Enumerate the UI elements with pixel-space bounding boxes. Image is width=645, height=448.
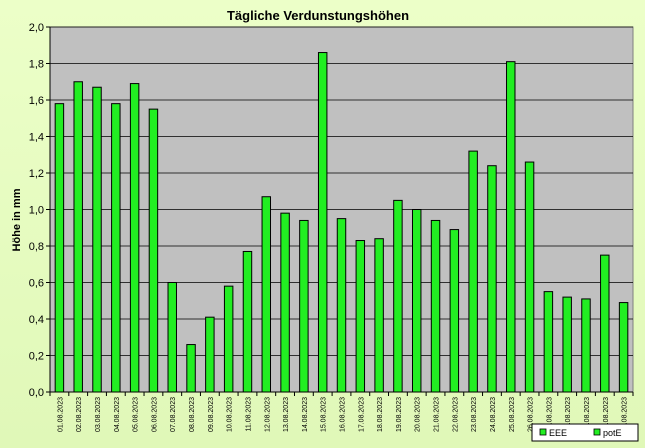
legend: EEE potE: [531, 423, 639, 442]
bar: [487, 165, 497, 393]
gridlines: [46, 26, 633, 393]
x-tick-label: 20.08.2023: [415, 397, 422, 432]
y-tick-labels: 0,0 0,2 0,4 0,6 0,8 1,0 1,2 1,4 1,6 1,8 2,0: [29, 22, 44, 399]
bar: [280, 212, 290, 393]
y-tick-label: 0,2: [29, 351, 44, 363]
x-tick-label: 03.08.2023: [95, 397, 102, 432]
x-tick-label: 08.08.2023: [189, 397, 196, 432]
x-tick-label: 14.08.2023: [302, 397, 309, 432]
bar: [186, 344, 196, 393]
bar: [506, 61, 516, 393]
x-tick-label: 05.08.2023: [133, 397, 140, 432]
x-tick-label: 12.08.2023: [264, 397, 271, 432]
bar: [54, 103, 65, 393]
bar: [92, 86, 102, 393]
bar: [543, 291, 554, 393]
y-tick-label: 0,0: [29, 387, 44, 399]
x-tick-label: 18.08.2023: [377, 397, 384, 432]
y-tick-label: 1,2: [29, 168, 44, 180]
x-tick-label: 02.08.2023: [76, 397, 83, 432]
y-tick-label: 2,0: [29, 22, 44, 34]
bar: [355, 240, 366, 393]
x-tick-label: 10.08.2023: [227, 397, 234, 432]
bar: [468, 150, 478, 393]
bar: [374, 238, 384, 393]
bar: [299, 219, 309, 393]
x-tick-label: 21.08.2023: [434, 397, 441, 432]
y-axis-label: Höhe in mm: [11, 188, 23, 251]
bar: [524, 161, 535, 393]
bar: [261, 196, 272, 393]
x-tick-label: 28.08.2023: [565, 397, 572, 432]
x-tick-label: 23.08.2023: [471, 397, 478, 432]
x-tick-label: 13.08.2023: [283, 397, 290, 432]
bar: [618, 302, 629, 393]
bar: [336, 218, 347, 393]
y-tick-label: 0,6: [29, 278, 44, 290]
x-tick-label: 09.08.2023: [208, 397, 215, 432]
bars: [54, 52, 629, 393]
chart-title: Tägliche Verdunstungshöhen: [227, 8, 409, 23]
x-tick-label: 01.08.2023: [57, 397, 64, 432]
bar: [411, 209, 422, 393]
x-tick-label: 31.08.2023: [622, 397, 629, 432]
bar: [223, 285, 234, 393]
bar: [205, 316, 215, 393]
legend-box: [531, 423, 639, 442]
bar: [73, 81, 83, 393]
y-tick-label: 1,6: [29, 95, 44, 107]
x-tick-label: 16.08.2023: [340, 397, 347, 432]
bar: [242, 250, 253, 393]
x-tick-label: 17.08.2023: [358, 397, 365, 432]
legend-label: potE: [603, 428, 622, 438]
y-tick-label: 1,4: [29, 132, 44, 144]
legend-label: EEE: [549, 428, 567, 438]
x-tick-label: 26.08.2023: [528, 397, 535, 432]
x-tick-label: 27.08.2023: [546, 397, 553, 432]
bar: [111, 103, 121, 393]
bar: [167, 282, 177, 393]
x-tick-labels: 01.08.2023 02.08.2023 03.08.2023 04.08.2023…: [57, 397, 628, 432]
x-tick-label: 04.08.2023: [114, 397, 121, 432]
x-tick-label: 15.08.2023: [321, 397, 328, 432]
bar: [430, 219, 441, 393]
legend-swatch: [539, 428, 547, 436]
y-tick-label: 1,0: [29, 205, 44, 217]
bar: [600, 254, 610, 393]
x-tick-label: 25.08.2023: [509, 397, 516, 432]
bar: [581, 298, 591, 393]
x-tick-label: 11.08.2023: [245, 397, 252, 432]
x-tick-label: 22.08.2023: [452, 397, 459, 432]
x-tick-label: 19.08.2023: [396, 397, 403, 432]
legend-swatch: [593, 428, 601, 436]
y-tick-label: 1,8: [29, 59, 44, 71]
bar: [393, 199, 403, 393]
bar: [562, 296, 572, 393]
y-tick-label: 0,8: [29, 241, 44, 253]
x-tick-label: 29.08.2023: [584, 397, 591, 432]
x-tick-label: 30.08.2023: [603, 397, 610, 432]
x-tick-label: 07.08.2023: [170, 397, 177, 432]
y-tick-label: 0,4: [29, 314, 44, 326]
x-tick-label: 24.08.2023: [490, 397, 497, 432]
bar: [317, 52, 328, 393]
bar: [129, 83, 140, 393]
axes: [49, 27, 634, 396]
bar: [148, 108, 159, 393]
x-tick-label: 06.08.2023: [151, 397, 158, 432]
bar: [449, 229, 460, 393]
